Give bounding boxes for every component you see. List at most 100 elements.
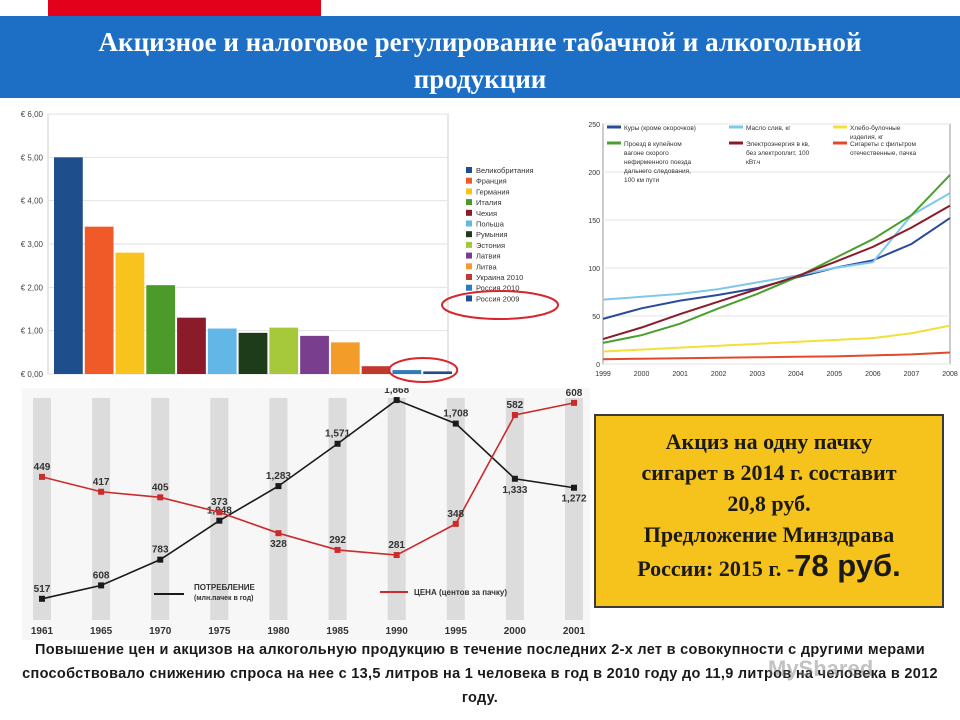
x-tick-label: 2007	[904, 371, 920, 378]
consumption-price-chart: 1961 1965 1970 1975 1980 1985 1990 1995 2000 2001…	[31, 385, 587, 637]
data-point	[511, 475, 518, 482]
data-label: 1,283	[266, 471, 291, 482]
legend-label: Россия 2010	[476, 284, 519, 293]
column-band	[328, 398, 347, 620]
legend-label: Россия 2009	[476, 294, 519, 303]
data-label: 328	[270, 539, 287, 550]
legend-label: Польша	[476, 220, 505, 229]
bar-Румыния	[238, 332, 268, 374]
x-tick-label: 2000	[504, 626, 527, 637]
legend-swatch	[466, 284, 472, 291]
slide-title: Акцизное и налоговое регулирование табач…	[98, 27, 862, 94]
accent-bar	[48, 0, 321, 18]
data-point	[157, 556, 164, 563]
y-tick-label: 100	[588, 266, 600, 273]
data-label: 292	[329, 535, 346, 546]
x-tick-label: 2001	[672, 371, 688, 378]
legend-label: Румыния	[476, 230, 508, 239]
excise-callout: Акциз на одну пачку сигарет в 2014 г. со…	[594, 414, 944, 608]
legend-label: Сигареты с фильтром	[850, 141, 917, 148]
legend-label: отечественные, пачка	[850, 150, 916, 157]
series-line	[602, 192, 951, 301]
series-line	[602, 174, 951, 344]
bar-Польша	[207, 328, 237, 374]
legend-swatch	[466, 274, 472, 280]
legend-label: вагоне скорого	[624, 150, 669, 157]
x-tick-label: 1995	[445, 626, 468, 637]
consumption-price-chart-panel: 1961 1965 1970 1975 1980 1985 1990 1995 2000 2001…	[22, 385, 590, 640]
legend-label: Проезд в купейном	[624, 140, 682, 148]
column-band	[446, 398, 465, 620]
data-point	[216, 509, 223, 516]
column-band	[92, 398, 111, 620]
column-band	[269, 398, 288, 620]
legend-swatch	[466, 220, 472, 227]
legend-label: Куры (кроме окорочков)	[624, 125, 696, 132]
x-tick-label: 1965	[90, 626, 113, 637]
bar-Германия	[115, 252, 145, 374]
highlight-circle-legend	[441, 290, 559, 320]
y-tick-label: 250	[588, 122, 600, 129]
data-point	[39, 473, 45, 480]
price-index-chart: 0 50 100 150 200 250 1999 2000 2001 2002 2003 2004 2…	[588, 122, 958, 378]
legend-swatch	[466, 263, 472, 270]
data-label: 608	[93, 570, 110, 581]
bar-Чехия	[177, 317, 206, 374]
data-point	[393, 552, 400, 559]
data-label: 1,708	[443, 409, 468, 420]
bottom-paragraph: Повышение цен и акцизов на алкогольную п…	[22, 642, 938, 706]
x-tick-label: 1999	[595, 371, 611, 378]
legend-label: Италия	[476, 198, 502, 207]
bar-Великобритания	[54, 157, 83, 374]
y-tick-label: € 4,00	[21, 197, 44, 206]
column-band	[565, 398, 583, 620]
legend-swatch	[466, 177, 472, 184]
legend-label: Украина 2010	[476, 273, 523, 282]
y-tick-label: € 6,00	[21, 110, 44, 119]
excise-bar-chart: € 0,00 € 1,00 € 2,00 € 3,00 € 4,00 € 5,00 € 6,…	[21, 110, 559, 383]
y-tick-label: 50	[592, 314, 600, 321]
legend-label: Масло слив, кг	[746, 125, 791, 132]
legend-label: нефирменного поезда	[624, 159, 692, 166]
legend-label: без электроплит, 100	[746, 149, 810, 157]
legend-label: кВт.ч	[746, 159, 760, 166]
series-line	[41, 402, 575, 556]
legend-label: (млн.пачек в год)	[194, 595, 254, 602]
data-label: 449	[34, 462, 51, 473]
legend-swatch	[466, 199, 472, 206]
legend-label: ПОТРЕБЛЕНИЕ	[194, 583, 256, 592]
legend-label: Электроэнергия в кв,	[746, 141, 810, 148]
price-index-chart-panel: 0 50 100 150 200 250 1999 2000 2001 2002 2003 2004 2…	[585, 108, 960, 390]
series-line	[602, 324, 951, 353]
legend-swatch	[466, 167, 472, 173]
x-tick-label: 2000	[634, 371, 650, 378]
y-tick-label: € 2,00	[21, 283, 44, 292]
excise-bar-chart-panel: € 0,00 € 1,00 € 2,00 € 3,00 € 4,00 € 5,00 € 6,…	[0, 100, 585, 390]
x-tick-label: 1970	[149, 626, 172, 637]
data-label: 348	[447, 509, 464, 520]
series-line	[41, 399, 575, 600]
watermark: MyShared	[768, 656, 874, 681]
data-point	[98, 488, 105, 495]
data-point	[334, 440, 341, 447]
data-point	[452, 520, 459, 527]
x-tick-label: 2002	[711, 371, 727, 378]
legend-label: Великобритания	[476, 166, 534, 175]
y-tick-label: € 0,00	[21, 370, 44, 379]
data-point	[511, 411, 518, 418]
bar-Эстония	[269, 327, 299, 374]
column-band	[210, 398, 229, 620]
column-band	[33, 398, 51, 620]
data-label: 1,868	[384, 388, 409, 396]
highlight-circle-bars	[388, 357, 459, 383]
legend-label: ЦЕНА (центов за пачку)	[414, 588, 507, 597]
column-band	[505, 398, 524, 620]
data-label: 405	[152, 482, 169, 493]
y-tick-label: € 5,00	[21, 153, 44, 162]
callout-last-line: России: 2015 г. -78 руб.	[637, 548, 901, 583]
legend-label: изделия, кг	[850, 134, 884, 141]
x-tick-label: 2006	[865, 371, 881, 378]
y-tick-label: 150	[588, 218, 600, 225]
bar-Литва	[330, 342, 360, 374]
legend-swatch	[466, 241, 472, 248]
